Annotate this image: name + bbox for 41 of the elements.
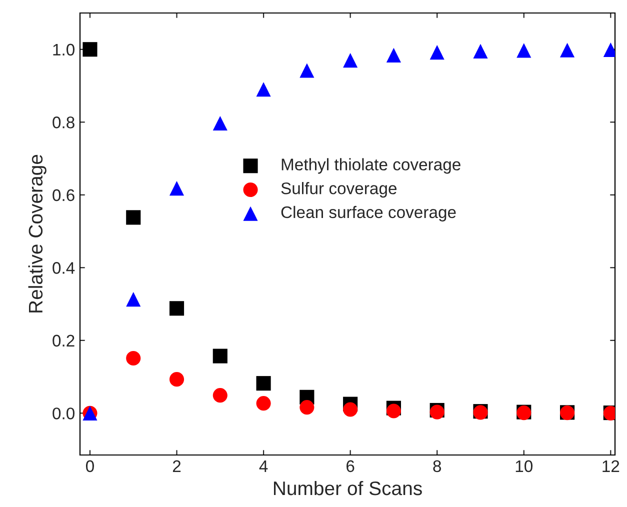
- point: [300, 400, 314, 415]
- y-tick-label: 0.0: [52, 408, 74, 420]
- point: [386, 404, 401, 418]
- point: [473, 44, 488, 58]
- point: [126, 350, 141, 366]
- point: [169, 372, 184, 387]
- y-tick-label: 0.8: [52, 116, 74, 128]
- x-tick-label: 10: [516, 460, 532, 472]
- point: [212, 116, 228, 131]
- x-tick-label: 0: [86, 460, 94, 472]
- point: [343, 402, 358, 417]
- x-axis-title: Number of Scans: [274, 480, 422, 496]
- x-tick-label: 6: [346, 460, 354, 472]
- y-axis-title: Relative Coverage: [28, 154, 46, 312]
- point: [126, 292, 141, 307]
- point: [300, 63, 314, 78]
- y-tick-label: 0.6: [52, 189, 74, 202]
- y-tick-label: 1.0: [53, 44, 74, 56]
- y-tick-label: 0.4: [52, 262, 75, 274]
- point: [256, 376, 271, 391]
- point: [256, 396, 271, 411]
- x-tick-label: 8: [433, 460, 442, 472]
- point: [126, 210, 141, 225]
- point: [516, 43, 532, 58]
- x-tick-label: 12: [602, 460, 620, 472]
- legend-label: Sulfur coverage: [281, 182, 397, 198]
- legend-label: Clean surface coverage: [281, 206, 456, 222]
- point: [256, 82, 271, 97]
- point: [560, 42, 575, 58]
- point: [212, 348, 228, 364]
- legend-label: Methyl thiolate coverage: [282, 158, 460, 174]
- point: [343, 53, 358, 68]
- x-tick-label: 4: [259, 460, 268, 472]
- point: [430, 45, 444, 60]
- y-tick-label: 0.2: [52, 334, 74, 347]
- x-tick-label: 2: [172, 460, 181, 472]
- point: [169, 181, 184, 196]
- point: [82, 42, 98, 57]
- point: [169, 301, 184, 316]
- point: [212, 388, 228, 403]
- point: [386, 48, 401, 62]
